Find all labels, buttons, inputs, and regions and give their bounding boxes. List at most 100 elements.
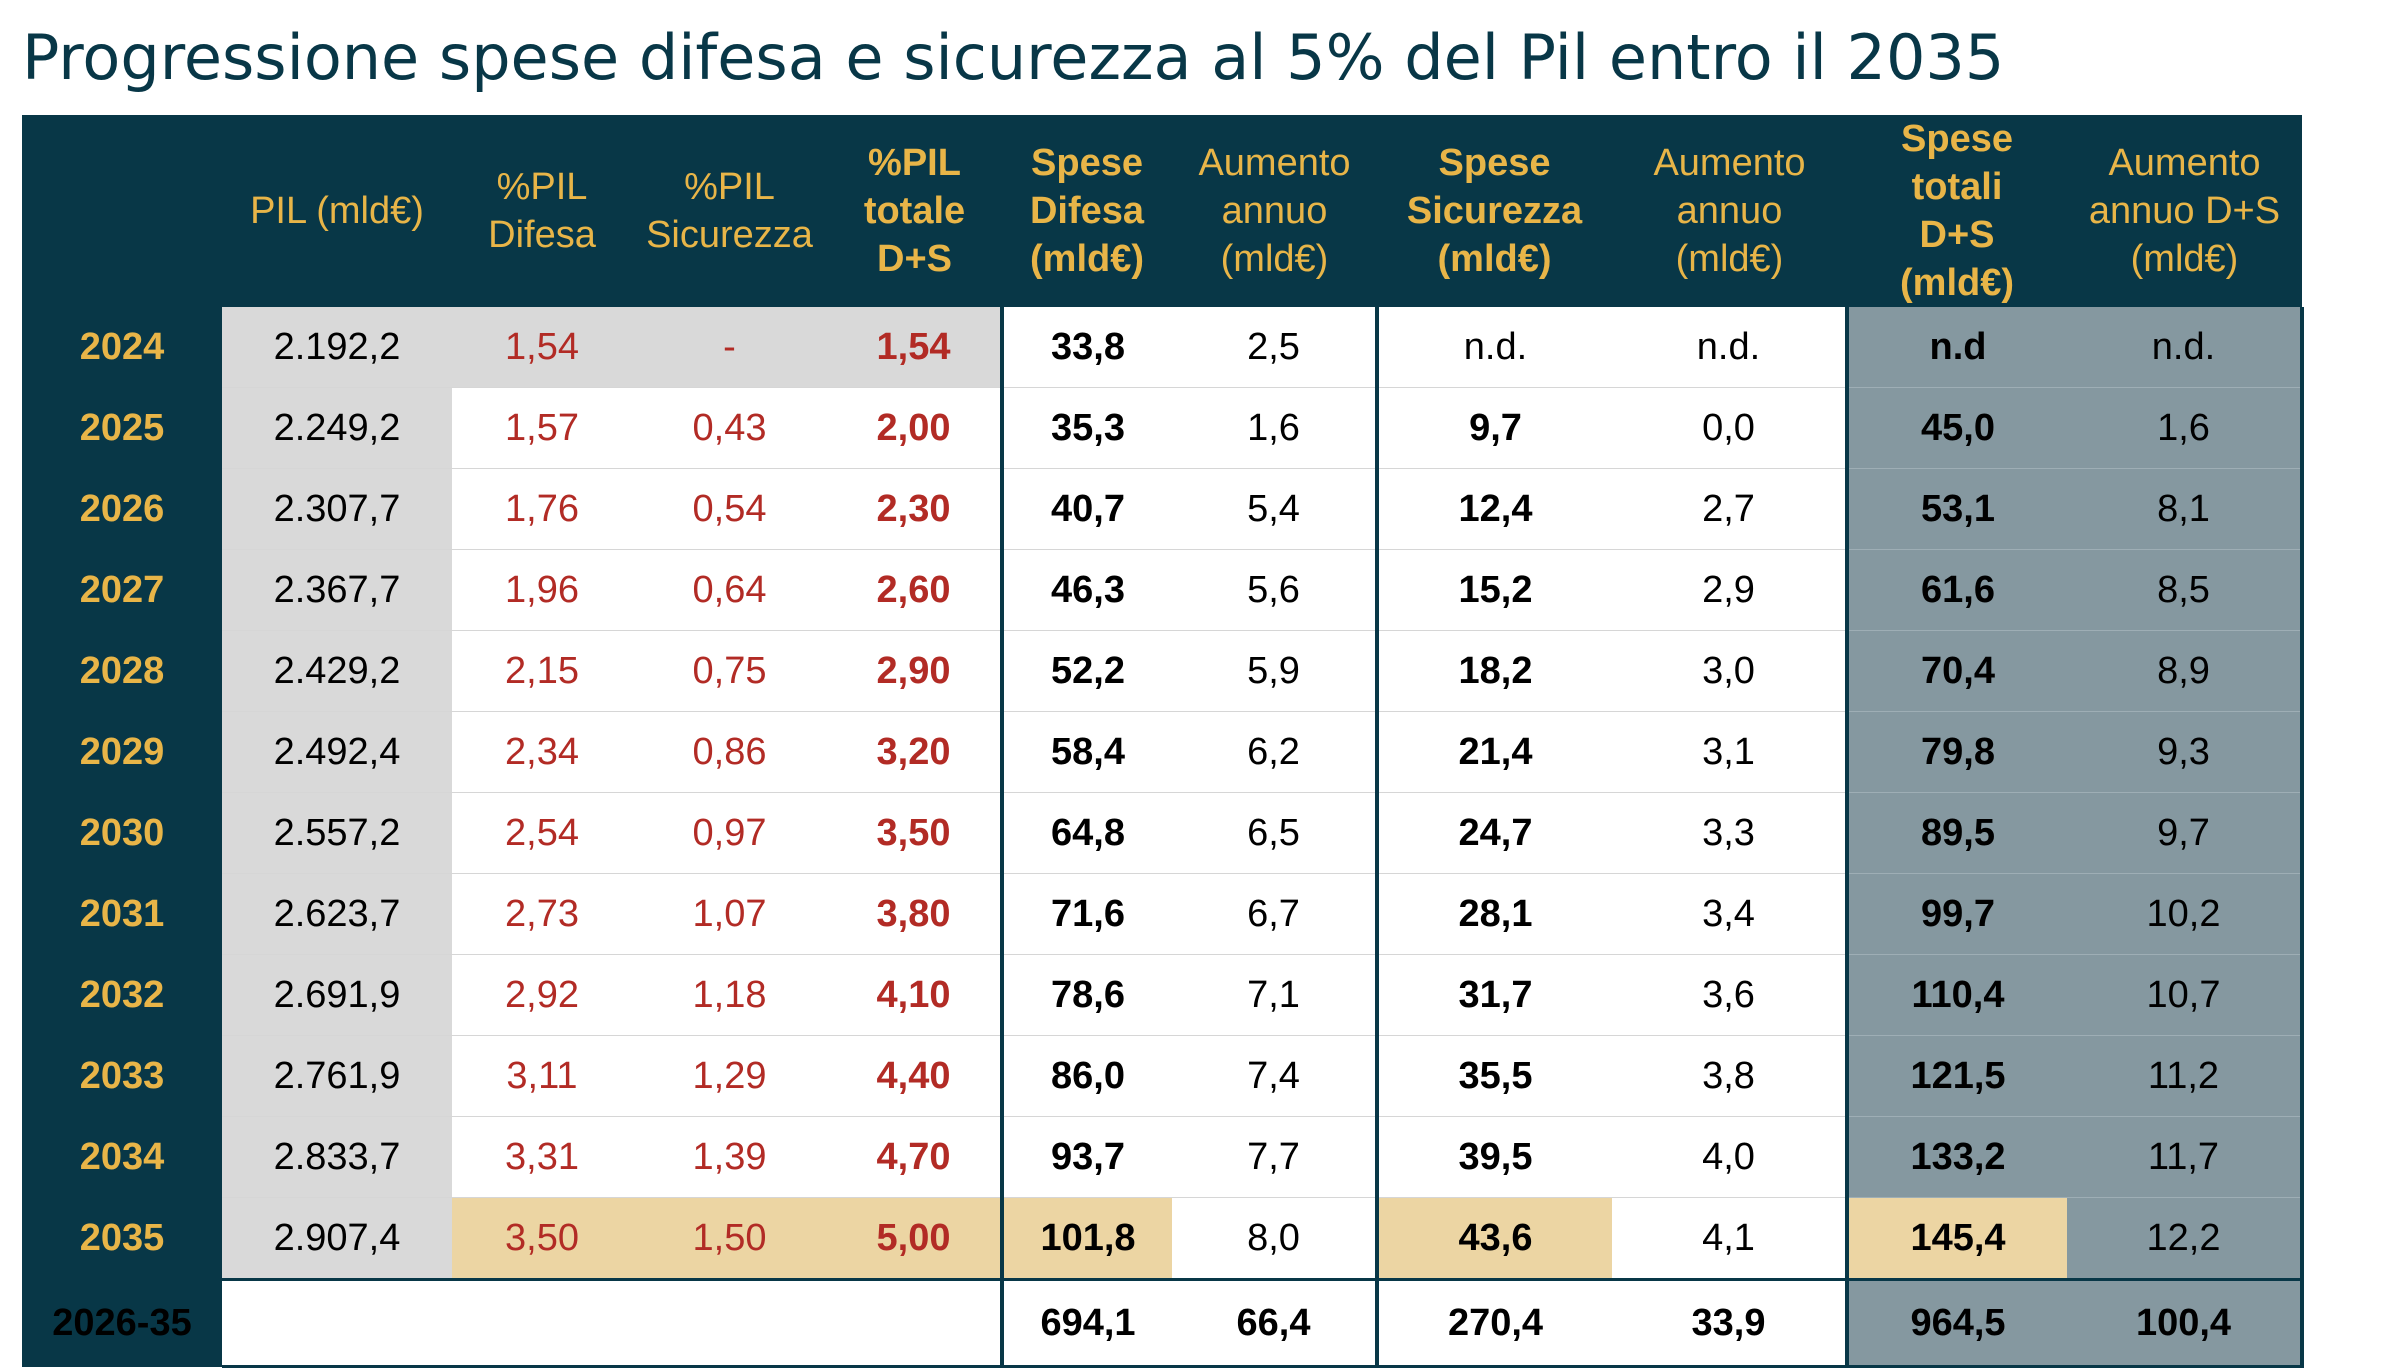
pil-difesa-cell: 2,92 xyxy=(452,954,632,1036)
aumento-difesa-cell: 7,7 xyxy=(1172,1116,1377,1198)
spending-table: PIL (mld€) %PIL Difesa %PIL Sicurezza %P… xyxy=(22,115,2304,1368)
total-spese-difesa: 694,1 xyxy=(1000,1278,1172,1368)
spese-sicurezza-cell: 21,4 xyxy=(1375,711,1612,793)
year-cell: 2032 xyxy=(22,954,222,1036)
year-cell: 2027 xyxy=(22,549,222,631)
spese-sicurezza-cell: 15,2 xyxy=(1375,549,1612,631)
spese-totali-cell: 89,5 xyxy=(1845,792,2067,874)
spese-sicurezza-cell: 9,7 xyxy=(1375,387,1612,469)
pil-sicurezza-cell: 1,50 xyxy=(632,1197,827,1280)
pil-difesa-cell: 1,57 xyxy=(452,387,632,469)
pil-sicurezza-cell: 0,64 xyxy=(632,549,827,631)
year-cell: 2029 xyxy=(22,711,222,793)
year-cell: 2033 xyxy=(22,1035,222,1117)
pil-sicurezza-cell: 0,43 xyxy=(632,387,827,469)
pil-difesa-cell: 2,15 xyxy=(452,630,632,712)
pil-cell: 2.761,9 xyxy=(222,1035,452,1117)
year-cell: 2034 xyxy=(22,1116,222,1198)
spese-difesa-cell: 101,8 xyxy=(1000,1197,1172,1280)
page-title: Progressione spese difesa e sicurezza al… xyxy=(22,21,2005,94)
header-spese-sicurezza: Spese Sicurezza (mld€) xyxy=(1377,115,1612,307)
spese-difesa-cell: 64,8 xyxy=(1000,792,1172,874)
spese-totali-cell: 70,4 xyxy=(1845,630,2067,712)
table-row: 2030 2.557,2 2,54 0,97 3,50 64,8 6,5 24,… xyxy=(22,792,2304,874)
spese-difesa-cell: 58,4 xyxy=(1000,711,1172,793)
year-cell: 2024 xyxy=(22,307,222,388)
header-aumento-sicurezza: Aumento annuo (mld€) xyxy=(1612,115,1847,307)
pil-difesa-cell: 3,11 xyxy=(452,1035,632,1117)
aumento-difesa-cell: 5,9 xyxy=(1172,630,1377,712)
total-spese-totali: 964,5 xyxy=(1845,1278,2067,1368)
pil-totale-cell: 3,20 xyxy=(827,711,1002,793)
table-row: 2033 2.761,9 3,11 1,29 4,40 86,0 7,4 35,… xyxy=(22,1035,2304,1117)
pil-sicurezza-cell: 1,39 xyxy=(632,1116,827,1198)
spese-difesa-cell: 52,2 xyxy=(1000,630,1172,712)
aumento-difesa-cell: 6,5 xyxy=(1172,792,1377,874)
pil-totale-cell: 2,00 xyxy=(827,387,1002,469)
year-cell: 2035 xyxy=(22,1197,222,1280)
aumento-totale-cell: 10,7 xyxy=(2067,954,2304,1036)
header-pil-difesa: %PIL Difesa xyxy=(452,115,632,307)
pil-cell: 2.367,7 xyxy=(222,549,452,631)
pil-totale-cell: 2,90 xyxy=(827,630,1002,712)
pil-cell: 2.492,4 xyxy=(222,711,452,793)
spese-totali-cell: 133,2 xyxy=(1845,1116,2067,1198)
aumento-totale-cell: n.d. xyxy=(2067,307,2304,388)
aumento-sicurezza-cell: 2,7 xyxy=(1612,468,1847,550)
spese-totali-cell: 110,4 xyxy=(1845,954,2067,1036)
pil-cell: 2.623,7 xyxy=(222,873,452,955)
aumento-totale-cell: 11,2 xyxy=(2067,1035,2304,1117)
spese-totali-cell: 61,6 xyxy=(1845,549,2067,631)
total-row: 2026-35 694,1 66,4 270,4 33,9 964,5 100,… xyxy=(22,1278,2304,1368)
pil-totale-cell: 5,00 xyxy=(827,1197,1002,1280)
pil-cell: 2.192,2 xyxy=(222,307,452,388)
spese-sicurezza-cell: 31,7 xyxy=(1375,954,1612,1036)
pil-sicurezza-cell: 0,54 xyxy=(632,468,827,550)
aumento-difesa-cell: 6,7 xyxy=(1172,873,1377,955)
total-empty-cell xyxy=(222,1278,1002,1368)
aumento-sicurezza-cell: 0,0 xyxy=(1612,387,1847,469)
aumento-difesa-cell: 5,4 xyxy=(1172,468,1377,550)
aumento-totale-cell: 11,7 xyxy=(2067,1116,2304,1198)
header-year xyxy=(22,115,222,307)
spese-sicurezza-cell: 35,5 xyxy=(1375,1035,1612,1117)
pil-sicurezza-cell: 1,29 xyxy=(632,1035,827,1117)
aumento-sicurezza-cell: 3,0 xyxy=(1612,630,1847,712)
aumento-sicurezza-cell: 3,3 xyxy=(1612,792,1847,874)
spese-difesa-cell: 35,3 xyxy=(1000,387,1172,469)
pil-sicurezza-cell: 1,07 xyxy=(632,873,827,955)
table-row: 2031 2.623,7 2,73 1,07 3,80 71,6 6,7 28,… xyxy=(22,873,2304,955)
total-label: 2026-35 xyxy=(22,1279,222,1367)
header-spese-difesa: Spese Difesa (mld€) xyxy=(1002,115,1172,307)
spese-sicurezza-cell: 18,2 xyxy=(1375,630,1612,712)
aumento-totale-cell: 9,7 xyxy=(2067,792,2304,874)
aumento-sicurezza-cell: 3,6 xyxy=(1612,954,1847,1036)
aumento-difesa-cell: 2,5 xyxy=(1172,307,1377,388)
pil-difesa-cell: 1,76 xyxy=(452,468,632,550)
table-row: 2025 2.249,2 1,57 0,43 2,00 35,3 1,6 9,7… xyxy=(22,387,2304,469)
spese-sicurezza-cell: 43,6 xyxy=(1375,1197,1612,1280)
pil-cell: 2.691,9 xyxy=(222,954,452,1036)
spese-difesa-cell: 93,7 xyxy=(1000,1116,1172,1198)
year-cell: 2025 xyxy=(22,387,222,469)
aumento-sicurezza-cell: 3,4 xyxy=(1612,873,1847,955)
pil-difesa-cell: 1,54 xyxy=(452,307,632,388)
spese-totali-cell: 145,4 xyxy=(1845,1197,2067,1280)
spese-sicurezza-cell: 24,7 xyxy=(1375,792,1612,874)
aumento-totale-cell: 1,6 xyxy=(2067,387,2304,469)
pil-totale-cell: 4,40 xyxy=(827,1035,1002,1117)
aumento-totale-cell: 8,1 xyxy=(2067,468,2304,550)
table-row: 2028 2.429,2 2,15 0,75 2,90 52,2 5,9 18,… xyxy=(22,630,2304,712)
pil-totale-cell: 2,30 xyxy=(827,468,1002,550)
pil-totale-cell: 3,80 xyxy=(827,873,1002,955)
total-aumento-sicurezza: 33,9 xyxy=(1612,1278,1847,1368)
header-pil-totale: %PIL totale D+S xyxy=(827,115,1002,307)
table-row: 2035 2.907,4 3,50 1,50 5,00 101,8 8,0 43… xyxy=(22,1197,2304,1280)
aumento-sicurezza-cell: 3,8 xyxy=(1612,1035,1847,1117)
header-aumento-difesa: Aumento annuo (mld€) xyxy=(1172,115,1377,307)
table-row: 2026 2.307,7 1,76 0,54 2,30 40,7 5,4 12,… xyxy=(22,468,2304,550)
aumento-sicurezza-cell: n.d. xyxy=(1612,307,1847,388)
aumento-totale-cell: 12,2 xyxy=(2067,1197,2304,1280)
pil-difesa-cell: 2,54 xyxy=(452,792,632,874)
pil-sicurezza-cell: 0,97 xyxy=(632,792,827,874)
